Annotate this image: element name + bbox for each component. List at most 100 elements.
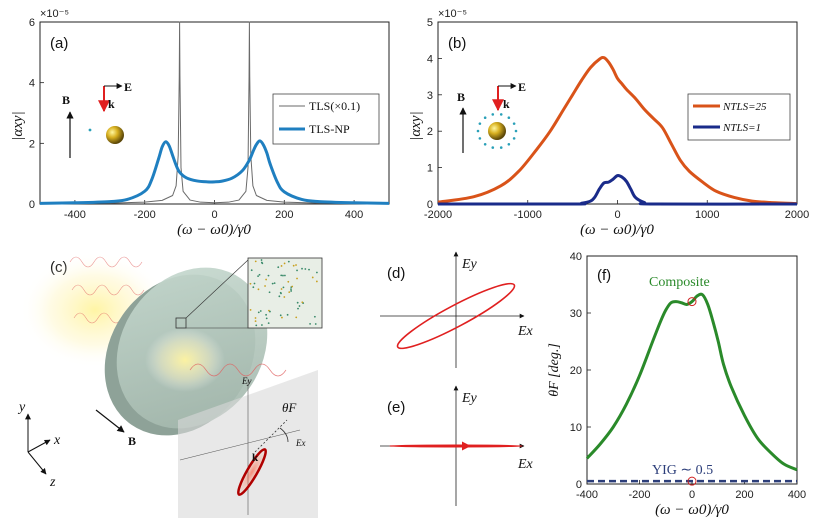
particle-dot bbox=[283, 262, 286, 265]
panel-f-series bbox=[585, 292, 798, 486]
panel-b-series bbox=[437, 55, 798, 206]
particle-dot bbox=[255, 324, 258, 327]
rotated-polarization bbox=[237, 448, 267, 496]
y-tick-label: 3 bbox=[427, 90, 433, 102]
panel-a-series bbox=[39, 21, 390, 205]
z-axis-label: z bbox=[49, 475, 56, 490]
particle-dot bbox=[279, 314, 282, 317]
panel-f-xlabel: (ω − ω0)/γ0 bbox=[655, 502, 729, 518]
particle-dot bbox=[280, 288, 283, 290]
particle-dot bbox=[265, 278, 268, 281]
panel-a-xlabel: (ω − ω0)/γ0 bbox=[177, 222, 251, 238]
particle-dot bbox=[290, 290, 293, 292]
particle-dot bbox=[311, 276, 314, 279]
tls-dot bbox=[483, 116, 487, 120]
legend-a-tls: TLS(×0.1) bbox=[309, 99, 360, 113]
particle-dot bbox=[259, 310, 262, 312]
x-tick-label: 0 bbox=[689, 489, 695, 501]
panel-a-ylabel: |αxy| bbox=[10, 111, 26, 140]
x-tick-label: 2000 bbox=[785, 209, 809, 221]
y-tick-label: 1 bbox=[427, 163, 433, 175]
panel-b-label: (b) bbox=[448, 35, 466, 52]
legend-b-1: NTLS=1 bbox=[722, 122, 761, 134]
y-tick-label: 5 bbox=[427, 17, 433, 29]
y-tick-label: 0 bbox=[427, 199, 433, 211]
ey-label-d: Ey bbox=[461, 257, 478, 272]
y-tick-label: 0 bbox=[29, 199, 35, 211]
x-tick-label: 200 bbox=[275, 209, 293, 221]
marker-circle bbox=[687, 476, 697, 486]
particle-dot bbox=[292, 264, 295, 267]
particle-dot bbox=[295, 264, 297, 266]
particle-dot bbox=[315, 271, 318, 274]
panel-f-label: (f) bbox=[597, 267, 611, 284]
tls-dot bbox=[507, 142, 511, 146]
particle-dot bbox=[257, 275, 259, 278]
disk-glow bbox=[145, 328, 225, 392]
tls-dot bbox=[491, 113, 495, 116]
particle-dot bbox=[298, 305, 301, 307]
b-field-arrow-c bbox=[95, 409, 125, 433]
particle-dot bbox=[260, 261, 263, 264]
z-axis-arrow bbox=[27, 451, 47, 475]
nanoparticle bbox=[106, 126, 124, 144]
particle-dot bbox=[254, 260, 257, 263]
panel-a-exponent: ×10⁻⁵ bbox=[40, 8, 69, 20]
particle-dot bbox=[315, 280, 318, 283]
ex-label-e: Ex bbox=[517, 457, 534, 472]
inset-b-b: B bbox=[457, 90, 465, 104]
annotation-yig: YIG ∼ 0.5 bbox=[652, 463, 713, 478]
series-tls-np bbox=[39, 139, 390, 205]
particle-dot bbox=[267, 274, 270, 277]
panel-a-inset: B E k bbox=[62, 80, 132, 158]
x-tick-label: -400 bbox=[576, 489, 598, 501]
particle-dot bbox=[296, 301, 299, 304]
particle-dot bbox=[280, 265, 283, 267]
x-axis-label: x bbox=[53, 433, 61, 448]
tls-dot bbox=[499, 113, 503, 116]
particle-dot bbox=[295, 316, 298, 319]
panel-b-ticks: -2000 -1000 0 1000 2000 0 1 2 3 4 5 bbox=[424, 17, 809, 221]
inset-a-b: B bbox=[62, 93, 70, 107]
particle-dot bbox=[280, 274, 283, 277]
particle-dot bbox=[252, 286, 255, 289]
zoom-particles bbox=[249, 259, 318, 327]
particle-dot bbox=[254, 317, 257, 319]
particle-dot bbox=[283, 296, 286, 298]
panel-a-legend: TLS(×0.1) TLS-NP bbox=[272, 93, 380, 145]
inset-a-k: k bbox=[108, 97, 115, 111]
particle-dot bbox=[301, 267, 303, 270]
y-tick-label: 20 bbox=[570, 365, 582, 377]
particle-dot bbox=[296, 277, 298, 280]
particle-dot bbox=[250, 269, 253, 272]
ex-label-c: Ex bbox=[295, 438, 306, 448]
panel-f-frame bbox=[586, 255, 798, 485]
series-composite bbox=[585, 292, 798, 472]
zoom-inset bbox=[247, 257, 323, 329]
particle-dot bbox=[260, 259, 263, 261]
tls-dot bbox=[88, 128, 92, 132]
x-tick-label: -200 bbox=[134, 209, 156, 221]
particle-dot bbox=[261, 324, 263, 326]
inset-a-e: E bbox=[124, 80, 132, 94]
particle-dot bbox=[265, 317, 268, 320]
panel-f-ticks: -400 -200 0 200 400 0 10 20 30 40 bbox=[570, 251, 806, 501]
particle-dot bbox=[282, 286, 285, 289]
annotation-composite: Composite bbox=[649, 275, 710, 290]
particle-dot bbox=[301, 301, 304, 304]
tls-dot bbox=[512, 122, 516, 125]
y-tick-label: 4 bbox=[427, 53, 433, 65]
particle-dot bbox=[287, 260, 290, 263]
x-tick-label: 400 bbox=[345, 209, 363, 221]
x-tick-label: 0 bbox=[211, 209, 217, 221]
polarization-glow bbox=[236, 447, 268, 497]
y-tick-label: 0 bbox=[576, 479, 582, 491]
particle-dot bbox=[277, 266, 280, 269]
y-tick-label: 2 bbox=[29, 138, 35, 150]
ex-label-d: Ex bbox=[517, 324, 534, 339]
particle-dot bbox=[257, 288, 260, 291]
ey-label-e: Ey bbox=[461, 391, 478, 406]
series-ntls-1 bbox=[437, 174, 798, 206]
panel-f-ylabel: θF [deg.] bbox=[547, 343, 562, 397]
